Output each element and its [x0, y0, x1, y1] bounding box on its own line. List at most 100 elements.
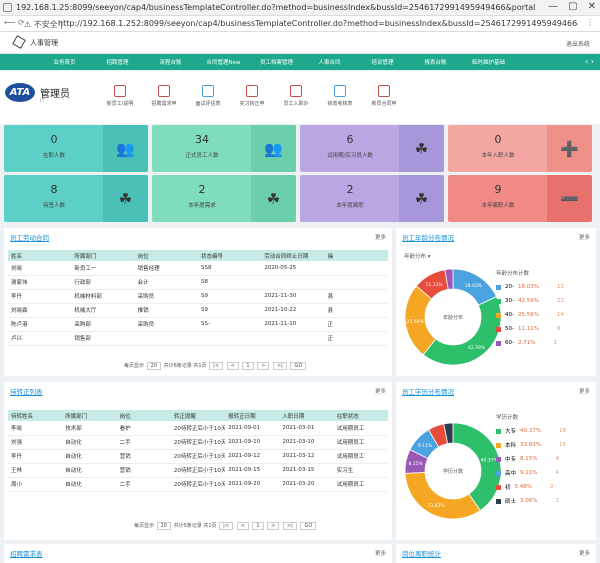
- nav-icons[interactable]: ⟵ ⟳: [4, 18, 25, 27]
- table-cell: 2021-09-10: [225, 435, 280, 450]
- stat-card[interactable]: 0 在职人数 👥: [4, 125, 148, 172]
- first-page-button[interactable]: |<: [219, 522, 234, 530]
- menu-icon[interactable]: ⋮: [586, 18, 594, 27]
- table-row[interactable]: 谢家伟 行政部 会计 S8: [8, 275, 388, 290]
- legend-item[interactable]: 大专 40.37% 18: [496, 424, 566, 438]
- stat-card[interactable]: 0 本年入职人数 ➕: [448, 125, 592, 172]
- nav-item[interactable]: 员工档案管理: [259, 60, 293, 66]
- stat-card[interactable]: 2 本年度离职 ☘: [300, 175, 444, 222]
- go-button[interactable]: GO: [300, 522, 317, 530]
- edu-more-link[interactable]: 更多: [578, 389, 590, 395]
- quick-link[interactable]: 招聘需求申: [144, 85, 184, 107]
- page-number-input[interactable]: 1: [242, 362, 254, 370]
- resign-more-link[interactable]: 更多: [578, 551, 590, 557]
- contracts-title[interactable]: 员工劳动合同: [10, 234, 49, 242]
- legend-item[interactable]: 硕士 3.06% 1: [496, 494, 566, 508]
- stat-card[interactable]: 6 试用期/实习员人数 ☘: [300, 125, 444, 172]
- go-button[interactable]: GO: [290, 362, 307, 370]
- column-header[interactable]: 岗位: [116, 410, 171, 421]
- last-page-button[interactable]: >|: [282, 522, 297, 530]
- column-header[interactable]: 入职日期: [279, 410, 334, 421]
- legend-item[interactable]: 高中 9.11% 4: [496, 466, 566, 480]
- nav-item[interactable]: 培训管理: [371, 60, 394, 66]
- column-header[interactable]: 姓名: [8, 250, 72, 261]
- stat-card[interactable]: 9 本年离职人数 ➖: [448, 175, 592, 222]
- column-header[interactable]: 所属部门: [62, 410, 117, 421]
- first-page-button[interactable]: |<: [209, 362, 224, 370]
- pie-slice[interactable]: [404, 471, 481, 520]
- column-header[interactable]: 操: [324, 250, 388, 261]
- quick-link[interactable]: 面试评估表: [188, 85, 228, 107]
- pie-slice[interactable]: [443, 422, 454, 444]
- stat-card[interactable]: 34 正式员工人数 👥: [152, 125, 296, 172]
- table-row[interactable]: 卢兴 销售部 正: [8, 331, 388, 346]
- recruit-more-link[interactable]: 更多: [374, 551, 386, 557]
- nav-item[interactable]: 流程台账: [159, 60, 182, 66]
- column-header[interactable]: 报转正日期: [225, 410, 280, 421]
- page-number-input[interactable]: 1: [252, 522, 264, 530]
- minimize-button[interactable]: —: [548, 1, 559, 12]
- maximize-button[interactable]: ▢: [568, 1, 578, 12]
- nav-item[interactable]: 业务首页: [53, 60, 76, 66]
- url-input[interactable]: http://192.168.1.252:8099/seeyon/cap4/bu…: [58, 19, 578, 28]
- legend-item[interactable]: 中专 8.15% 4: [496, 452, 566, 466]
- resign-title[interactable]: 岗位离职统计: [402, 550, 441, 558]
- legend-item[interactable]: 本科 33.83% 15: [496, 438, 566, 452]
- quick-link[interactable]: 新员工/说明: [100, 85, 140, 107]
- pie-slice[interactable]: [444, 268, 454, 290]
- edu-title[interactable]: 员工学历分布情况: [402, 388, 454, 396]
- pie-slice[interactable]: [452, 422, 502, 512]
- recruit-title[interactable]: 招聘需求表: [10, 550, 43, 558]
- quick-link[interactable]: 实习转正申: [232, 85, 272, 107]
- column-header[interactable]: 转正提醒: [170, 410, 226, 421]
- legend-item[interactable]: 20- 18.03% 11: [496, 280, 564, 294]
- legend-item[interactable]: 50- 11.11% 6: [496, 322, 564, 336]
- age-filter-select[interactable]: 年龄分布 ▾: [404, 254, 431, 260]
- table-row[interactable]: 周小 自动化 二手 20待转正后小于10天 2021-09-20 2021-03-20 试用…: [8, 477, 388, 492]
- table-row[interactable]: 陈卢港 采购部 采购员 SS- 2021-11-10 正: [8, 317, 388, 332]
- logout-button[interactable]: 退出系统: [565, 41, 590, 48]
- nav-item[interactable]: 报表台账: [424, 60, 447, 66]
- legend-item[interactable]: 初 5.48% 2: [496, 480, 566, 494]
- column-header[interactable]: 状态编号: [197, 250, 262, 261]
- next-page-button[interactable]: >: [257, 362, 270, 370]
- age-title[interactable]: 员工年龄分布情况: [402, 234, 454, 242]
- prev-page-button[interactable]: <: [226, 362, 239, 370]
- page-size-select[interactable]: 20: [156, 522, 171, 530]
- pie-slice[interactable]: [422, 296, 502, 366]
- column-header[interactable]: 所属部门: [71, 250, 135, 261]
- age-more-link[interactable]: 更多: [578, 235, 590, 241]
- column-header[interactable]: 在职状态: [333, 410, 388, 421]
- nav-item[interactable]: 人事合同: [318, 60, 341, 66]
- page-size-select[interactable]: 20: [146, 362, 161, 370]
- next-page-button[interactable]: >: [267, 522, 280, 530]
- table-row[interactable]: 王林 自动化 营销 20待转正后小于10天 2021-09-15 2021-03-15 实习…: [8, 463, 388, 478]
- table-row[interactable]: 李丹 机械材料部 采购员 S9 2021-11-30 县: [8, 289, 388, 304]
- legend-item[interactable]: 30- 42.59% 23: [496, 294, 564, 308]
- stat-card[interactable]: 8 待签人数 ☘: [4, 175, 148, 222]
- nav-item[interactable]: 临时维护基础: [471, 60, 505, 66]
- probation-title[interactable]: 待转正列表: [10, 388, 43, 396]
- legend-item[interactable]: 40- 25.56% 14: [496, 308, 564, 322]
- column-header[interactable]: 劳动合同终止日期: [261, 250, 325, 261]
- nav-arrows-icon[interactable]: ‹ ›: [585, 57, 594, 66]
- table-row[interactable]: 刘晓霖 机械大厅 推销 S9 2021-10-22 县: [8, 303, 388, 318]
- quick-link[interactable]: 绩效考核表: [320, 85, 360, 107]
- column-header[interactable]: 待转姓名: [8, 410, 63, 421]
- legend-item[interactable]: 60- 2.71% 1: [496, 336, 564, 350]
- nav-item[interactable]: 招聘管理: [106, 60, 129, 66]
- table-row[interactable]: 刘强 自动化 二手 20待转正后小于10天 2021-09-10 2021-03-10 试用…: [8, 435, 388, 450]
- quick-link[interactable]: 员工入职办: [276, 85, 316, 107]
- table-row[interactable]: 刘晓 新员工一 销售经理 SS8 2020-05-25: [8, 261, 388, 276]
- prev-page-button[interactable]: <: [236, 522, 249, 530]
- contracts-more-link[interactable]: 更多: [374, 235, 386, 241]
- stat-card[interactable]: 2 本年度需求 ☘: [152, 175, 296, 222]
- nav-item[interactable]: 合同管理New: [206, 60, 241, 66]
- last-page-button[interactable]: >|: [272, 362, 287, 370]
- probation-more-link[interactable]: 更多: [374, 389, 386, 395]
- column-header[interactable]: 岗位: [134, 250, 198, 261]
- close-button[interactable]: ✕: [587, 1, 596, 12]
- table-row[interactable]: 李丹 自动化 营销 20待转正后小于10天 2021-09-12 2021-03-12 试用…: [8, 449, 388, 464]
- quick-link[interactable]: 新员合同申: [364, 85, 404, 107]
- table-row[interactable]: 李晓 技术部 看护 20待转正后小于10天 2021-09-01 2021-03-01 试用…: [8, 421, 388, 436]
